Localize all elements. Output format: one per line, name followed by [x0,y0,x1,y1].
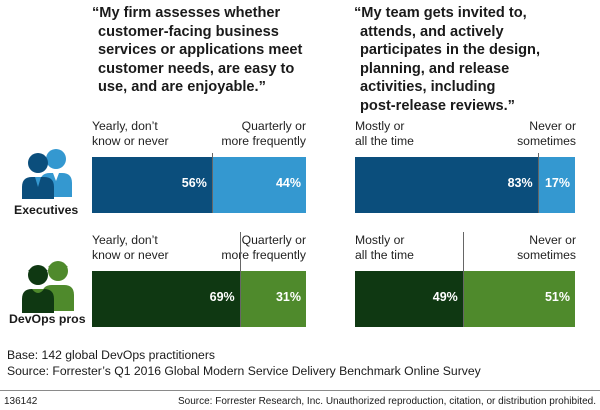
data-label: 49% [432,290,458,304]
legend-line: know or never [92,133,169,148]
data-label: 17% [544,176,570,190]
title-line: attends, and actively [360,23,504,40]
devops-label: DevOps pros [9,312,86,326]
bar-segment-mostly-or-all: 49% [355,271,463,327]
title-line: customer-facing business [98,23,279,40]
right-exec-legend-b: Never or sometimes [517,119,576,148]
title-line: customer needs, are easy to [98,60,295,77]
source-note: Source: Forrester’s Q1 2016 Global Moder… [7,363,481,378]
bar-segment-yearly-or-never: 56% [92,157,212,213]
left-devops-legend-b: Quarterly or more frequently [221,233,306,262]
left-exec-legend-a: Yearly, don’t know or never [92,119,169,148]
right-exec-legend-a: Mostly or all the time [355,119,414,148]
title-line: services or applications meet [98,42,303,58]
legend-line: Yearly, don’t [92,119,158,133]
executives-label: Executives [14,203,79,217]
title-line: use, and are enjoyable.” [98,79,266,95]
left-exec-legend-b: Quarterly or more frequently [221,119,306,148]
legend-line: Never or [529,119,576,133]
bar-segment-quarterly-or-more: 44% [211,157,306,213]
title-line: activities, including [360,79,496,95]
base-note: Base: 142 global DevOps practitioners [7,348,215,362]
data-label: 44% [275,176,301,190]
legend-line: more frequently [221,247,306,262]
legend-line: Quarterly or [241,233,306,247]
left-exec-bar: 56% 44% [92,157,306,213]
legend-line: Yearly, don’t [92,233,158,247]
left-devops-separator [240,232,241,327]
legend-line: all the time [355,247,414,262]
footer-credit: Source: Forrester Research, Inc. Unautho… [178,396,596,407]
data-label: 31% [275,290,301,304]
legend-line: Mostly or [355,233,405,247]
bar-segment-never-or-sometimes: 17% [537,157,575,213]
legend-line: Quarterly or [241,119,306,133]
bar-segment-yearly-or-never: 69% [92,271,240,327]
legend-line: sometimes [517,247,576,262]
right-chart-title: “My team gets invited to, attends, and a… [354,4,540,115]
right-exec-separator [538,153,539,213]
executives-people-icon [22,149,72,199]
footnotes: Base: 142 global DevOps practitioners So… [7,348,481,379]
data-label: 69% [209,290,235,304]
legend-line: know or never [92,247,169,262]
devops-people-icon [22,261,74,313]
right-devops-bar: 49% 51% [355,271,575,327]
bar-segment-mostly-or-all: 83% [355,157,538,213]
bar-segment-never-or-sometimes: 51% [462,271,575,327]
title-line: “My firm assesses whether [92,5,281,21]
legend-line: more frequently [221,133,306,148]
footer-divider [0,390,600,391]
right-exec-bar: 83% 17% [355,157,575,213]
title-line: “My team gets invited to, [354,5,527,21]
data-label: 56% [181,176,207,190]
left-chart-title: “My firm assesses whether customer-facin… [92,4,302,97]
right-devops-separator [463,232,464,327]
right-devops-legend-b: Never or sometimes [517,233,576,262]
left-exec-separator [212,153,213,213]
figure-id: 136142 [4,396,38,407]
legend-line: Mostly or [355,119,405,133]
legend-line: all the time [355,133,414,148]
title-line: planning, and release [360,60,510,77]
left-devops-bar: 69% 31% [92,271,306,327]
bar-segment-quarterly-or-more: 31% [239,271,306,327]
left-devops-legend-a: Yearly, don’t know or never [92,233,169,262]
title-line: post-release reviews.” [360,97,515,114]
data-label: 51% [544,290,570,304]
right-devops-legend-a: Mostly or all the time [355,233,414,262]
title-line: participates in the design, [360,42,541,58]
legend-line: Never or [529,233,576,247]
legend-line: sometimes [517,133,576,148]
data-label: 83% [507,176,533,190]
